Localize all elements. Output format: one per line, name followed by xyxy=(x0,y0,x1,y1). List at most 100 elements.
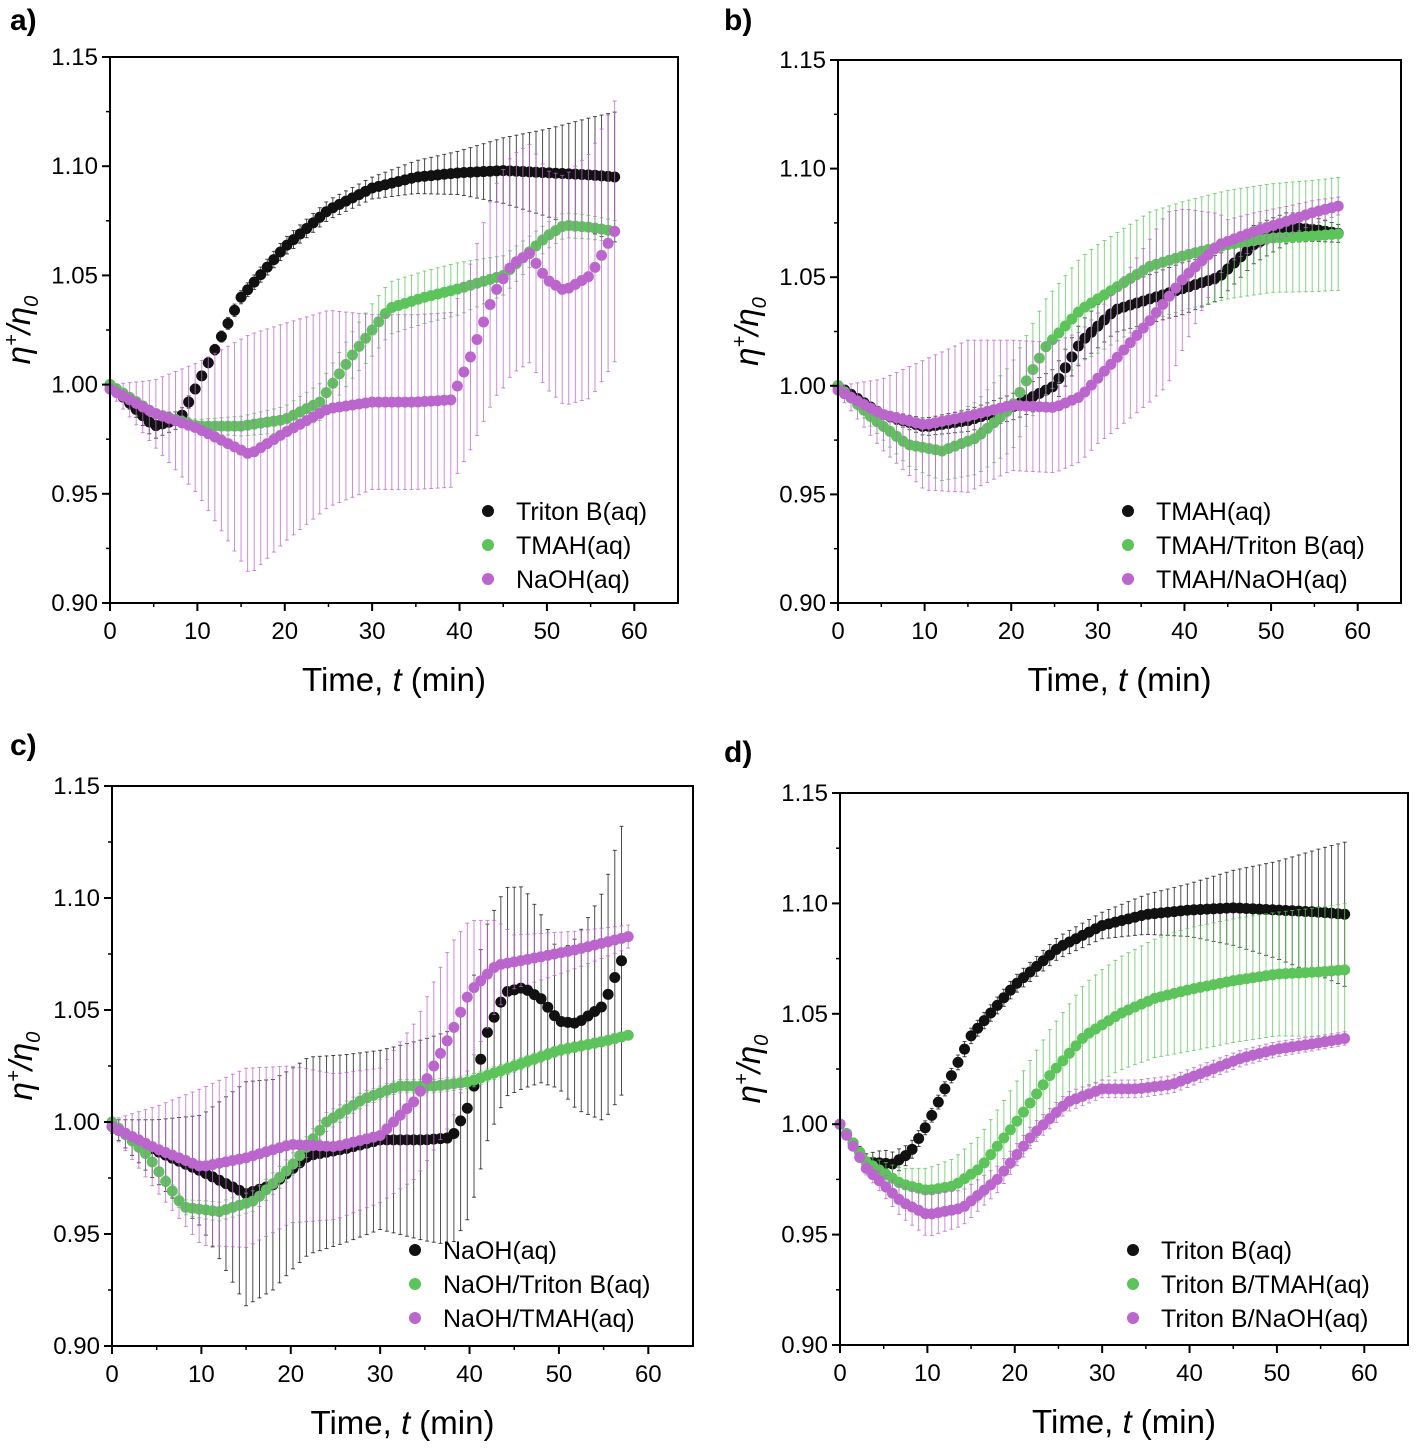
data-point xyxy=(1170,282,1182,294)
chart-panel-b: b) 0 10 20 30 40 50 60 0.90 0.95 1.00 1.05 1.10 1.15 T… xyxy=(724,4,1402,698)
x-tick-label: 50 xyxy=(534,618,561,645)
data-point xyxy=(1105,358,1117,370)
x-tick-label: 40 xyxy=(446,618,473,645)
data-point xyxy=(1176,274,1188,286)
data-point xyxy=(235,291,247,303)
data-point xyxy=(1070,1040,1082,1052)
data-point xyxy=(535,993,547,1005)
data-point xyxy=(609,225,621,237)
y-tick-label: 1.00 xyxy=(51,372,98,399)
x-tick-label: 20 xyxy=(998,618,1025,645)
y-tick-label: 1.00 xyxy=(53,1109,100,1136)
y-axis-title: η+/η0 xyxy=(0,296,43,365)
data-point xyxy=(268,254,280,266)
data-point xyxy=(959,1043,971,1055)
y-tick-label: 0.90 xyxy=(51,590,98,617)
data-point xyxy=(421,1073,433,1085)
x-axis-title: Time, t (min) xyxy=(1032,1403,1216,1440)
data-point xyxy=(414,1085,426,1097)
data-point xyxy=(445,394,457,406)
data-point xyxy=(1031,1088,1043,1100)
data-point xyxy=(428,1060,440,1072)
panel-label: a) xyxy=(10,4,37,37)
data-point xyxy=(978,1015,990,1027)
x-tick-label: 10 xyxy=(911,618,938,645)
x-tick-label: 40 xyxy=(1176,1360,1203,1387)
data-point xyxy=(906,1143,918,1155)
x-tick-label: 30 xyxy=(367,1361,394,1388)
data-point xyxy=(374,1129,386,1141)
x-tick-label: 0 xyxy=(831,618,844,645)
x-tick-label: 60 xyxy=(1351,1360,1378,1387)
data-point xyxy=(913,1133,925,1145)
data-point xyxy=(468,982,480,994)
data-point xyxy=(939,1083,951,1095)
y-tick-label: 1.10 xyxy=(53,885,100,912)
data-point xyxy=(1085,379,1097,391)
y-tick-label: 1.15 xyxy=(51,44,98,71)
y-tick-label: 0.95 xyxy=(781,1222,828,1249)
chart-panel-c: c) 0 10 20 30 40 50 60 0.90 0.95 1.00 1.05 1.10 1.15 T… xyxy=(2,729,694,1441)
x-tick-label: 50 xyxy=(1258,618,1285,645)
data-point xyxy=(274,246,286,258)
data-point xyxy=(847,1140,859,1152)
y-tick-label: 1.05 xyxy=(51,262,98,289)
data-point xyxy=(991,999,1003,1011)
x-tick-label: 0 xyxy=(103,618,116,645)
data-point xyxy=(609,972,621,984)
data-point xyxy=(478,316,490,328)
data-point xyxy=(229,304,241,316)
y-axis-title: η+/η0 xyxy=(728,297,771,366)
y-tick-label: 1.00 xyxy=(781,1111,828,1138)
legend-marker xyxy=(482,539,494,551)
y-tick-label: 1.15 xyxy=(781,780,828,807)
data-point xyxy=(972,1164,984,1176)
data-point xyxy=(1150,306,1162,318)
data-point xyxy=(985,1149,997,1161)
data-point xyxy=(481,1026,493,1038)
data-point xyxy=(602,237,614,249)
legend-label: TMAH(aq) xyxy=(1156,498,1271,526)
x-tick-label: 60 xyxy=(1344,618,1371,645)
data-point xyxy=(998,1132,1010,1144)
x-tick-label: 30 xyxy=(1084,618,1111,645)
legend-marker xyxy=(409,1244,421,1256)
data-point xyxy=(1163,290,1175,302)
data-point xyxy=(481,968,493,980)
series-3 xyxy=(832,196,1344,493)
series-1 xyxy=(106,825,627,1307)
data-point xyxy=(248,276,260,288)
data-point xyxy=(919,1122,931,1134)
data-point xyxy=(255,269,267,281)
data-point xyxy=(595,1001,607,1013)
data-point xyxy=(945,1070,957,1082)
data-point xyxy=(978,1157,990,1169)
x-tick-label: 60 xyxy=(635,1361,662,1388)
data-point xyxy=(394,1109,406,1121)
data-point xyxy=(242,284,254,296)
x-tick-label: 0 xyxy=(105,1361,118,1388)
y-tick-label: 1.15 xyxy=(779,47,826,74)
data-point xyxy=(998,992,1010,1004)
y-axis-title: η+/η0 xyxy=(2,1032,45,1101)
x-tick-label: 20 xyxy=(277,1361,304,1388)
data-point xyxy=(602,988,614,1000)
legend-label: NaOH(aq) xyxy=(516,566,630,594)
data-point xyxy=(1131,329,1143,341)
y-tick-label: 0.90 xyxy=(781,1332,828,1359)
data-point xyxy=(1111,351,1123,363)
data-point xyxy=(589,261,601,273)
data-point xyxy=(991,1173,1003,1185)
data-point xyxy=(401,1103,413,1115)
data-point xyxy=(461,991,473,1003)
x-tick-label: 40 xyxy=(456,1361,483,1388)
data-point xyxy=(388,1116,400,1128)
data-point xyxy=(261,261,273,273)
y-tick-label: 1.15 xyxy=(53,773,100,800)
y-tick-label: 1.10 xyxy=(51,153,98,180)
legend-marker xyxy=(1122,573,1134,585)
data-point xyxy=(1137,322,1149,334)
x-tick-label: 30 xyxy=(359,618,386,645)
x-tick-label: 40 xyxy=(1171,618,1198,645)
data-point xyxy=(1024,1097,1036,1109)
